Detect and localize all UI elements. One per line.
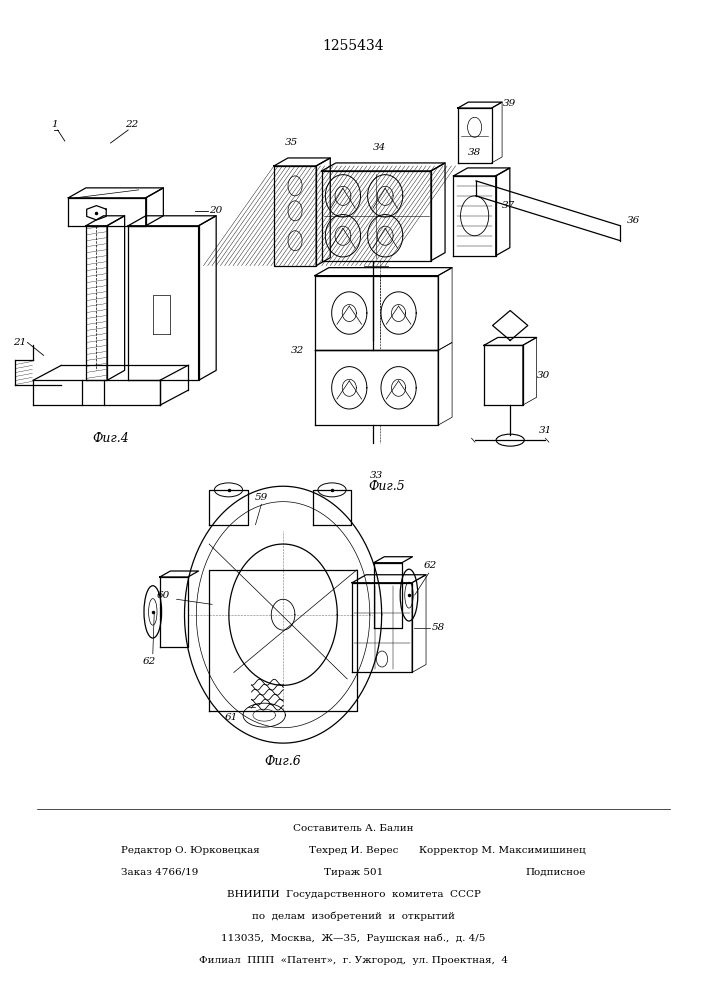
Text: Редактор О. Юрковецкая: Редактор О. Юрковецкая (121, 846, 260, 855)
Text: ВНИИПИ  Государственного  комитета  СССР: ВНИИПИ Государственного комитета СССР (226, 890, 481, 899)
Text: Фиг.4: Фиг.4 (92, 432, 129, 445)
Text: 62: 62 (143, 657, 156, 666)
Text: Фиг.5: Фиг.5 (368, 480, 405, 493)
Text: 37: 37 (502, 201, 515, 210)
Text: 33: 33 (370, 471, 383, 480)
Text: 1255434: 1255434 (322, 39, 385, 53)
Text: 1: 1 (51, 120, 57, 129)
Text: 39: 39 (503, 99, 516, 108)
Text: 59: 59 (255, 493, 268, 502)
Text: 22: 22 (125, 120, 139, 129)
Text: 62: 62 (423, 561, 437, 570)
Text: 32: 32 (291, 346, 304, 355)
Text: 35: 35 (285, 138, 298, 147)
Text: Заказ 4766/19: Заказ 4766/19 (121, 868, 199, 877)
Text: 113035,  Москва,  Ж—35,  Раушская наб.,  д. 4/5: 113035, Москва, Ж—35, Раушская наб., д. … (221, 934, 486, 943)
Text: 60: 60 (156, 591, 170, 600)
Text: 36: 36 (626, 216, 640, 225)
Text: по  делам  изобретений  и  открытий: по делам изобретений и открытий (252, 912, 455, 921)
Text: 34: 34 (373, 143, 387, 152)
Text: Подписное: Подписное (525, 868, 586, 877)
Text: 61: 61 (224, 713, 238, 722)
Bar (274, 166, 316, 266)
Text: Фиг.6: Фиг.6 (264, 755, 301, 768)
Text: 30: 30 (537, 371, 550, 380)
Text: Тираж 501: Тираж 501 (324, 868, 383, 877)
Text: Филиал  ППП  «Патент»,  г. Ужгород,  ул. Проектная,  4: Филиал ППП «Патент», г. Ужгород, ул. Про… (199, 956, 508, 965)
Text: 38: 38 (468, 148, 481, 157)
Text: 31: 31 (539, 426, 552, 435)
Text: 58: 58 (432, 623, 445, 632)
Text: Составитель А. Балин: Составитель А. Балин (293, 824, 414, 833)
Text: Техред И. Верес: Техред И. Верес (309, 846, 398, 855)
Text: 21: 21 (13, 338, 26, 347)
Text: 20: 20 (209, 206, 223, 215)
Text: Корректор М. Максимишинец: Корректор М. Максимишинец (419, 846, 586, 855)
